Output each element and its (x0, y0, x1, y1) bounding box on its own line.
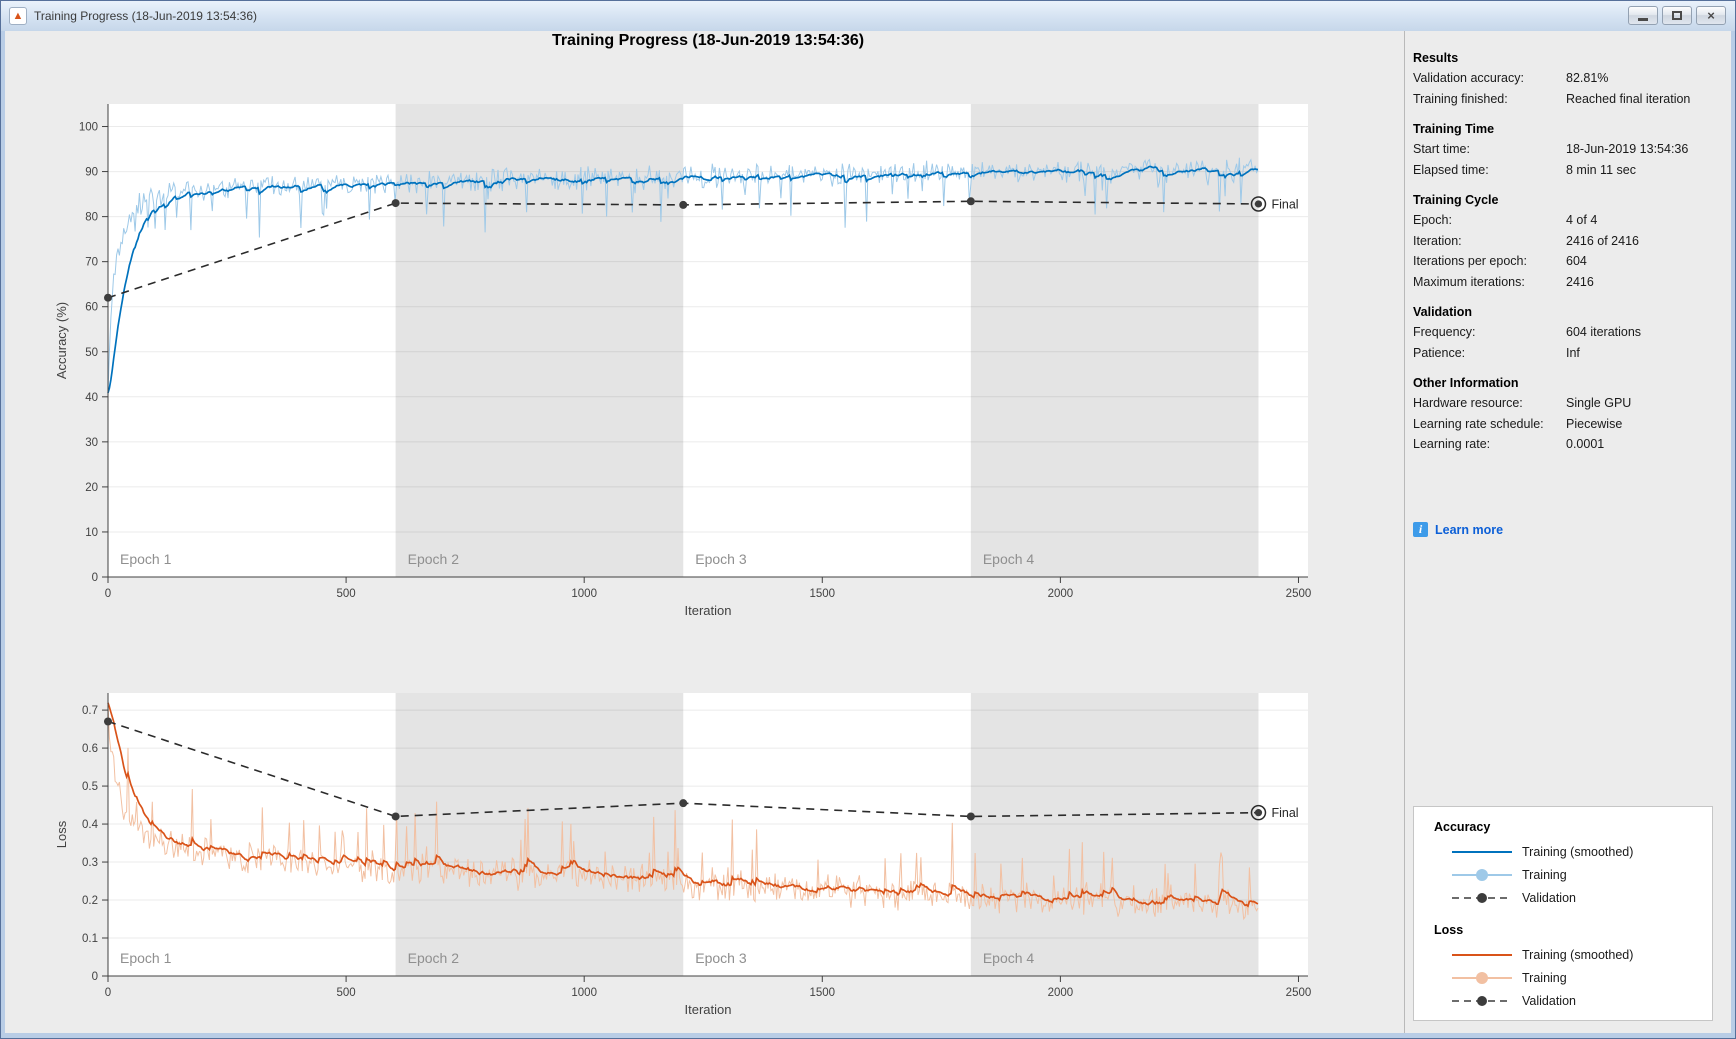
panel-row: Maximum iterations: 2416 (1413, 272, 1728, 293)
panel-row-label: Iteration: (1413, 233, 1462, 248)
panel-row-value: 4 of 4 (1566, 213, 1598, 227)
legend-group-title: Accuracy (1434, 820, 1491, 834)
legend-item-label: Validation (1522, 890, 1576, 905)
legend-item-label: Training (smoothed) (1522, 947, 1634, 962)
close-button[interactable]: × (1696, 6, 1726, 25)
panel-row: Learning rate schedule: Piecewise (1413, 414, 1728, 435)
panel-section-validation: Validation Frequency: 604 iterations Patien… (1413, 305, 1728, 363)
panel-row: Validation accuracy: 82.81% (1413, 68, 1728, 89)
close-icon: × (1707, 8, 1715, 23)
panel-row: Hardware resource: Single GPU (1413, 393, 1728, 414)
maximize-button[interactable] (1662, 6, 1692, 25)
panel-row-value: 604 iterations (1566, 325, 1642, 339)
dash-marker-swatch-icon (1452, 892, 1512, 903)
panel-row-label: Epoch: (1413, 213, 1452, 227)
panel-row-label: Learning rate schedule: (1413, 416, 1544, 431)
panel-row: Patience: Inf (1413, 343, 1728, 364)
line-marker-swatch-icon (1452, 868, 1512, 881)
panel-row-value: 8 min 11 sec (1566, 162, 1636, 177)
matlab-icon: ▲ (9, 7, 27, 25)
legend-item: Training (1450, 863, 1712, 886)
window-title: Training Progress (18-Jun-2019 13:54:36) (34, 9, 258, 23)
dash-marker-swatch-icon (1452, 995, 1512, 1006)
panel-row: Elapsed time: 8 min 11 sec (1413, 160, 1728, 181)
window-controls: × (1628, 6, 1726, 25)
legend-group-accuracy: Accuracy Training (smoothed) Training Valid… (1434, 820, 1712, 909)
panel-row: Start time: 18-Jun-2019 13:54:36 (1413, 139, 1728, 160)
learn-more-label: Learn more (1435, 522, 1504, 537)
panel-divider (1404, 31, 1405, 1033)
legend-group-title: Loss (1434, 923, 1464, 937)
panel-row-label: Frequency: (1413, 325, 1476, 339)
panel-row: Epoch: 4 of 4 (1413, 210, 1728, 231)
panel-row-label: Validation accuracy: (1413, 71, 1524, 85)
line-marker-swatch-icon (1452, 971, 1512, 984)
panel-row: Frequency: 604 iterations (1413, 322, 1728, 343)
info-panel: Results Validation accuracy: 82.81% Trainin… (1413, 51, 1728, 468)
panel-row-value: 0.0001 (1566, 437, 1605, 451)
panel-row: Iteration: 2416 of 2416 (1413, 231, 1728, 252)
panel-row-value: Piecewise (1566, 416, 1623, 431)
panel-section-other-information: Other Information Hardware resource: Singl… (1413, 376, 1728, 455)
solid-swatch-icon (1452, 850, 1512, 853)
legend-item: Training (smoothed) (1450, 943, 1712, 966)
panel-section-title: Other Information (1413, 376, 1519, 390)
panel-section-training-time: Training Time Start time: 18-Jun-2019 13:5… (1413, 122, 1728, 180)
panel-row: Learning rate: 0.0001 (1413, 434, 1728, 455)
panel-row-label: Iterations per epoch: (1413, 254, 1527, 268)
panel-row-value: Single GPU (1566, 396, 1632, 410)
minimize-button[interactable] (1628, 6, 1658, 25)
legend-item-label: Training (1522, 867, 1567, 882)
legend-group-loss: Loss Training (smoothed) Training Validatio… (1434, 923, 1712, 1012)
legend-item: Validation (1450, 989, 1712, 1012)
panel-row-value: 2416 (1566, 274, 1594, 289)
panel-row-value: Reached final iteration (1566, 91, 1691, 106)
panel-row-value: Inf (1566, 345, 1580, 360)
legend-item-label: Validation (1522, 993, 1576, 1008)
panel-section-training-cycle: Training Cycle Epoch: 4 of 4 Iteration: 2416… (1413, 193, 1728, 292)
panel-row-label: Maximum iterations: (1413, 274, 1525, 289)
maximize-icon (1672, 11, 1682, 20)
panel-row-value: 2416 of 2416 (1566, 233, 1639, 248)
panel-section-title: Results (1413, 51, 1459, 65)
panel-row-label: Start time: (1413, 142, 1470, 156)
panel-section-results: Results Validation accuracy: 82.81% Trainin… (1413, 51, 1728, 109)
legend-box: Accuracy Training (smoothed) Training Valid… (1413, 806, 1713, 1021)
panel-section-title: Validation (1413, 305, 1473, 319)
panel-row-label: Learning rate: (1413, 437, 1491, 451)
panel-section-title: Training Cycle (1413, 193, 1499, 207)
title-bar: ▲ Training Progress (18-Jun-2019 13:54:3… (1, 1, 1735, 31)
legend-item: Training (1450, 966, 1712, 989)
minimize-icon (1638, 17, 1648, 21)
legend-item-label: Training (smoothed) (1522, 844, 1634, 859)
panel-row-value: 604 (1566, 254, 1587, 268)
panel-row-value: 82.81% (1566, 71, 1609, 85)
panel-section-title: Training Time (1413, 122, 1495, 136)
info-icon: i (1413, 522, 1428, 537)
solid-swatch-icon (1452, 953, 1512, 956)
legend-item-label: Training (1522, 970, 1567, 985)
panel-row: Iterations per epoch: 604 (1413, 251, 1728, 272)
legend-item: Validation (1450, 886, 1712, 909)
legend-item: Training (smoothed) (1450, 840, 1712, 863)
panel-row-label: Hardware resource: (1413, 396, 1523, 410)
panel-row-label: Training finished: (1413, 91, 1508, 106)
panel-row-value: 18-Jun-2019 13:54:36 (1566, 142, 1689, 156)
page-title: Training Progress (18-Jun-2019 13:54:36) (551, 32, 865, 49)
panel-row: Training finished: Reached final iteratio… (1413, 89, 1728, 110)
panel-row-label: Patience: (1413, 345, 1466, 360)
panel-row-label: Elapsed time: (1413, 162, 1489, 177)
learn-more-link[interactable]: i Learn more (1413, 522, 1503, 537)
